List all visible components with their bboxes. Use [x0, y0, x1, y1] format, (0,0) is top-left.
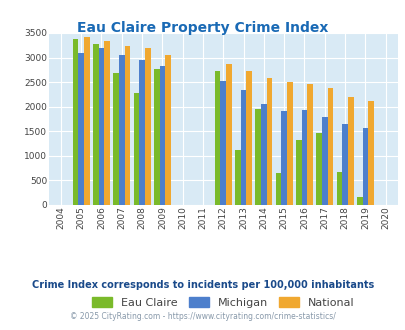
- Bar: [362, 128, 367, 205]
- Text: Eau Claire Property Crime Index: Eau Claire Property Crime Index: [77, 21, 328, 35]
- Bar: [226, 64, 231, 205]
- Bar: [315, 133, 321, 205]
- Bar: [153, 69, 159, 205]
- Bar: [72, 39, 78, 205]
- Bar: [286, 82, 292, 205]
- Bar: [234, 150, 240, 205]
- Bar: [220, 81, 226, 205]
- Bar: [301, 110, 307, 205]
- Bar: [347, 97, 353, 205]
- Bar: [341, 124, 347, 205]
- Bar: [124, 46, 130, 205]
- Bar: [145, 48, 150, 205]
- Legend: Eau Claire, Michigan, National: Eau Claire, Michigan, National: [87, 292, 358, 312]
- Text: Crime Index corresponds to incidents per 100,000 inhabitants: Crime Index corresponds to incidents per…: [32, 280, 373, 290]
- Bar: [327, 88, 333, 205]
- Bar: [295, 140, 301, 205]
- Bar: [336, 172, 341, 205]
- Bar: [260, 104, 266, 205]
- Bar: [246, 71, 252, 205]
- Bar: [255, 109, 260, 205]
- Bar: [133, 93, 139, 205]
- Bar: [78, 52, 84, 205]
- Text: © 2025 CityRating.com - https://www.cityrating.com/crime-statistics/: © 2025 CityRating.com - https://www.city…: [70, 312, 335, 321]
- Bar: [321, 117, 327, 205]
- Bar: [113, 73, 119, 205]
- Bar: [159, 66, 165, 205]
- Bar: [307, 84, 312, 205]
- Bar: [98, 48, 104, 205]
- Bar: [93, 44, 98, 205]
- Bar: [266, 78, 272, 205]
- Bar: [214, 71, 220, 205]
- Bar: [119, 55, 124, 205]
- Bar: [240, 90, 246, 205]
- Bar: [275, 173, 281, 205]
- Bar: [367, 101, 373, 205]
- Bar: [281, 111, 286, 205]
- Bar: [356, 196, 362, 205]
- Bar: [139, 60, 145, 205]
- Bar: [165, 55, 171, 205]
- Bar: [104, 41, 110, 205]
- Bar: [84, 37, 90, 205]
